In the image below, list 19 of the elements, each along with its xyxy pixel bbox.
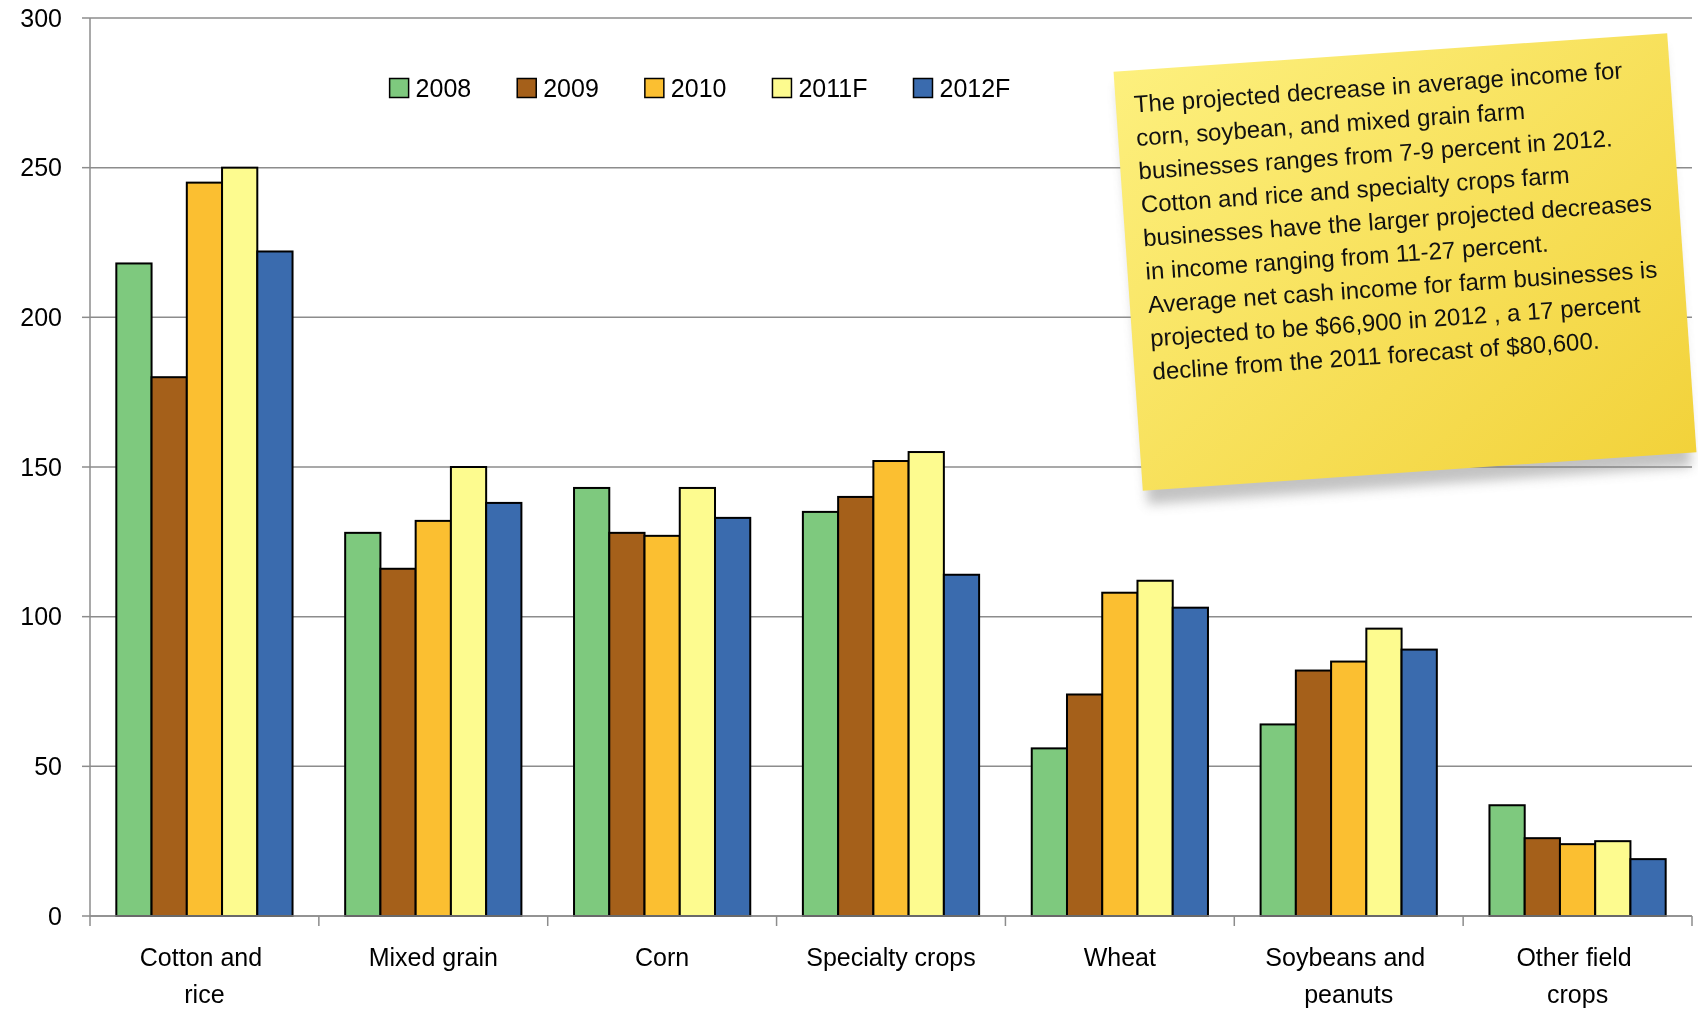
legend-label: 2010 bbox=[670, 73, 727, 102]
y-tick-label: 50 bbox=[34, 752, 62, 781]
x-tick-label: Cotton and rice bbox=[139, 943, 270, 1008]
y-tick-label: 200 bbox=[20, 303, 62, 332]
x-tick-label: Wheat bbox=[1083, 943, 1157, 971]
y-tick-label: 100 bbox=[20, 602, 62, 631]
x-tick-label: Corn bbox=[635, 943, 690, 971]
y-tick-label: 0 bbox=[48, 901, 62, 930]
legend-label: 2009 bbox=[543, 73, 599, 102]
x-tick-label: Soybeans and peanuts bbox=[1265, 943, 1433, 1008]
x-tick-label: Mixed grain bbox=[368, 943, 498, 971]
y-tick-label: 300 bbox=[20, 3, 62, 32]
legend-label: 2008 bbox=[415, 73, 472, 102]
legend-label: 2011F bbox=[798, 73, 868, 102]
y-tick-label: 250 bbox=[20, 153, 62, 182]
x-tick-label: Other field crops bbox=[1516, 943, 1639, 1008]
x-tick-label: Specialty crops bbox=[806, 943, 976, 971]
y-tick-label: 150 bbox=[20, 452, 62, 481]
legend-label: 2012F bbox=[939, 73, 1011, 102]
